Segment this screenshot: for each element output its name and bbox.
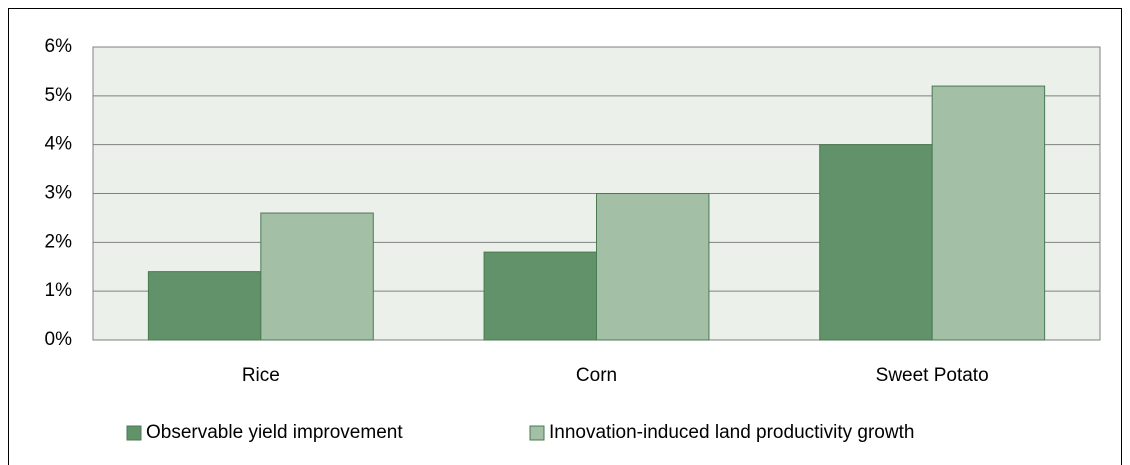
bar — [596, 193, 710, 341]
bar — [260, 212, 374, 341]
x-tick-label: Corn — [576, 365, 617, 386]
legend-label: Innovation-induced land productivity gro… — [549, 422, 914, 443]
y-tick-label: 6% — [45, 36, 73, 57]
bar — [483, 251, 597, 341]
y-tick-label: 5% — [45, 85, 73, 106]
bar — [931, 85, 1046, 341]
x-tick-label: Rice — [242, 365, 280, 386]
y-tick-label: 3% — [45, 183, 73, 204]
legend-swatch — [126, 425, 142, 441]
bar — [819, 144, 933, 341]
legend-label: Observable yield improvement — [146, 422, 403, 443]
bar — [147, 271, 262, 341]
y-tick-label: 1% — [45, 280, 73, 301]
y-tick-label: 4% — [45, 134, 73, 155]
y-tick-label: 2% — [45, 231, 73, 252]
legend-swatch — [529, 425, 545, 441]
x-tick-label: Sweet Potato — [876, 365, 989, 386]
y-tick-label: 0% — [45, 329, 73, 350]
